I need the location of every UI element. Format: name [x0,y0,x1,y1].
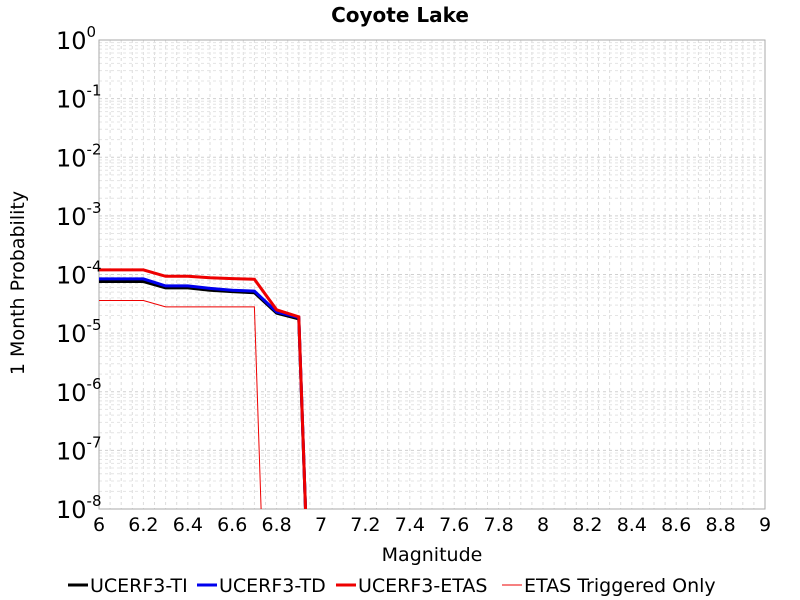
x-tick-label: 7.6 [439,514,469,536]
legend-label: UCERF3-TI [90,575,188,597]
x-tick-labels: 6 6.2 6.4 6.6 6.8 7 7.2 7.4 7.6 7.8 8 8.2 8.4 8.6 8.8 9 [93,514,771,536]
x-tick-label: 8.8 [705,514,735,536]
y-tick-label: 10-5 [56,316,102,348]
y-tick-label: 10-8 [56,492,102,524]
x-tick-label: 9 [759,514,771,536]
x-tick-label: 6.6 [217,514,247,536]
x-tick-label: 8.2 [572,514,602,536]
grid [98,40,766,510]
legend-label: UCERF3-TD [219,575,326,597]
x-tick-label: 6 [93,514,105,536]
x-tick-label: 6.8 [261,514,291,536]
x-tick-label: 8 [537,514,549,536]
x-tick-label: 7.8 [483,514,513,536]
series-line-ucerf3-etas [99,268,307,510]
y-tick-label: 10-6 [56,375,102,407]
series-line-ucerf3-td [99,277,307,510]
x-tick-label: 6.4 [173,514,203,536]
legend-label: UCERF3-ETAS [358,575,487,597]
x-axis-label: Magnitude [382,544,483,566]
series-layer [99,268,307,510]
x-tick-label: 7.4 [395,514,425,536]
legend: UCERF3-TI UCERF3-TD UCERF3-ETAS ETAS Trigge… [68,575,716,597]
x-tick-label: 8.6 [661,514,691,536]
y-tick-label: 10-3 [56,199,102,231]
y-tick-label: 10-2 [56,140,102,172]
x-tick-label: 6.2 [128,514,158,536]
y-tick-label: 10-1 [56,82,102,114]
y-axis-label: 1 Month Probability [7,191,29,375]
y-tick-labels: 100 10-1 10-2 10-3 10-4 10-5 10-6 10-7 10-8 [56,23,102,524]
chart-title: Coyote Lake [331,3,469,27]
x-tick-label: 7.2 [350,514,380,536]
y-tick-label: 100 [56,23,96,55]
series-line-etas-triggered-only [99,300,262,510]
y-tick-label: 10-7 [56,433,102,465]
x-tick-label: 8.4 [617,514,647,536]
plot-area [98,39,766,510]
legend-label: ETAS Triggered Only [524,575,716,597]
y-tick-label: 10-4 [56,258,102,290]
x-tick-label: 7 [315,514,327,536]
